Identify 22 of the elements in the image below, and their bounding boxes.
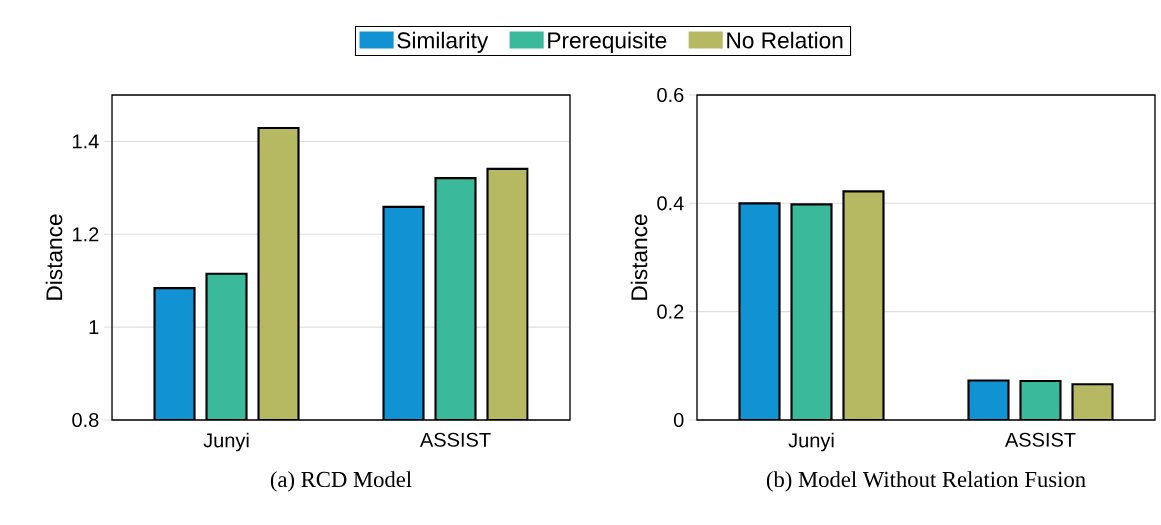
y-tick-label: 1.4	[73, 134, 99, 149]
y-tick-label: 0.6	[657, 87, 684, 103]
y-tick-label: 0.4	[657, 196, 684, 211]
x-tick-label: ASSIST	[419, 432, 491, 447]
y-axis-title: Distance	[45, 214, 63, 300]
y-tick-label: 1	[89, 320, 99, 335]
x-tick-label: Junyi	[203, 432, 249, 452]
y-tick-label: 0.2	[657, 304, 684, 319]
legend-label: No Relation	[727, 31, 843, 49]
y-tick-label: 0.8	[72, 412, 99, 428]
y-tick-label: 0	[673, 412, 684, 428]
bar	[842, 190, 885, 420]
bar	[790, 203, 833, 420]
x-tick-label: ASSIST	[1004, 432, 1076, 447]
y-axis-title: Distance	[630, 214, 648, 300]
bar	[738, 202, 781, 420]
x-axis-title: (b) Model Without Relation Fusion	[766, 471, 1086, 492]
x-axis-title: (a) RCD Model	[270, 471, 412, 492]
legend-label: Prerequisite	[548, 31, 667, 53]
legend-label: Similarity	[397, 31, 489, 53]
y-tick-label: 1.2	[73, 227, 99, 242]
x-tick-label: Junyi	[788, 432, 834, 452]
